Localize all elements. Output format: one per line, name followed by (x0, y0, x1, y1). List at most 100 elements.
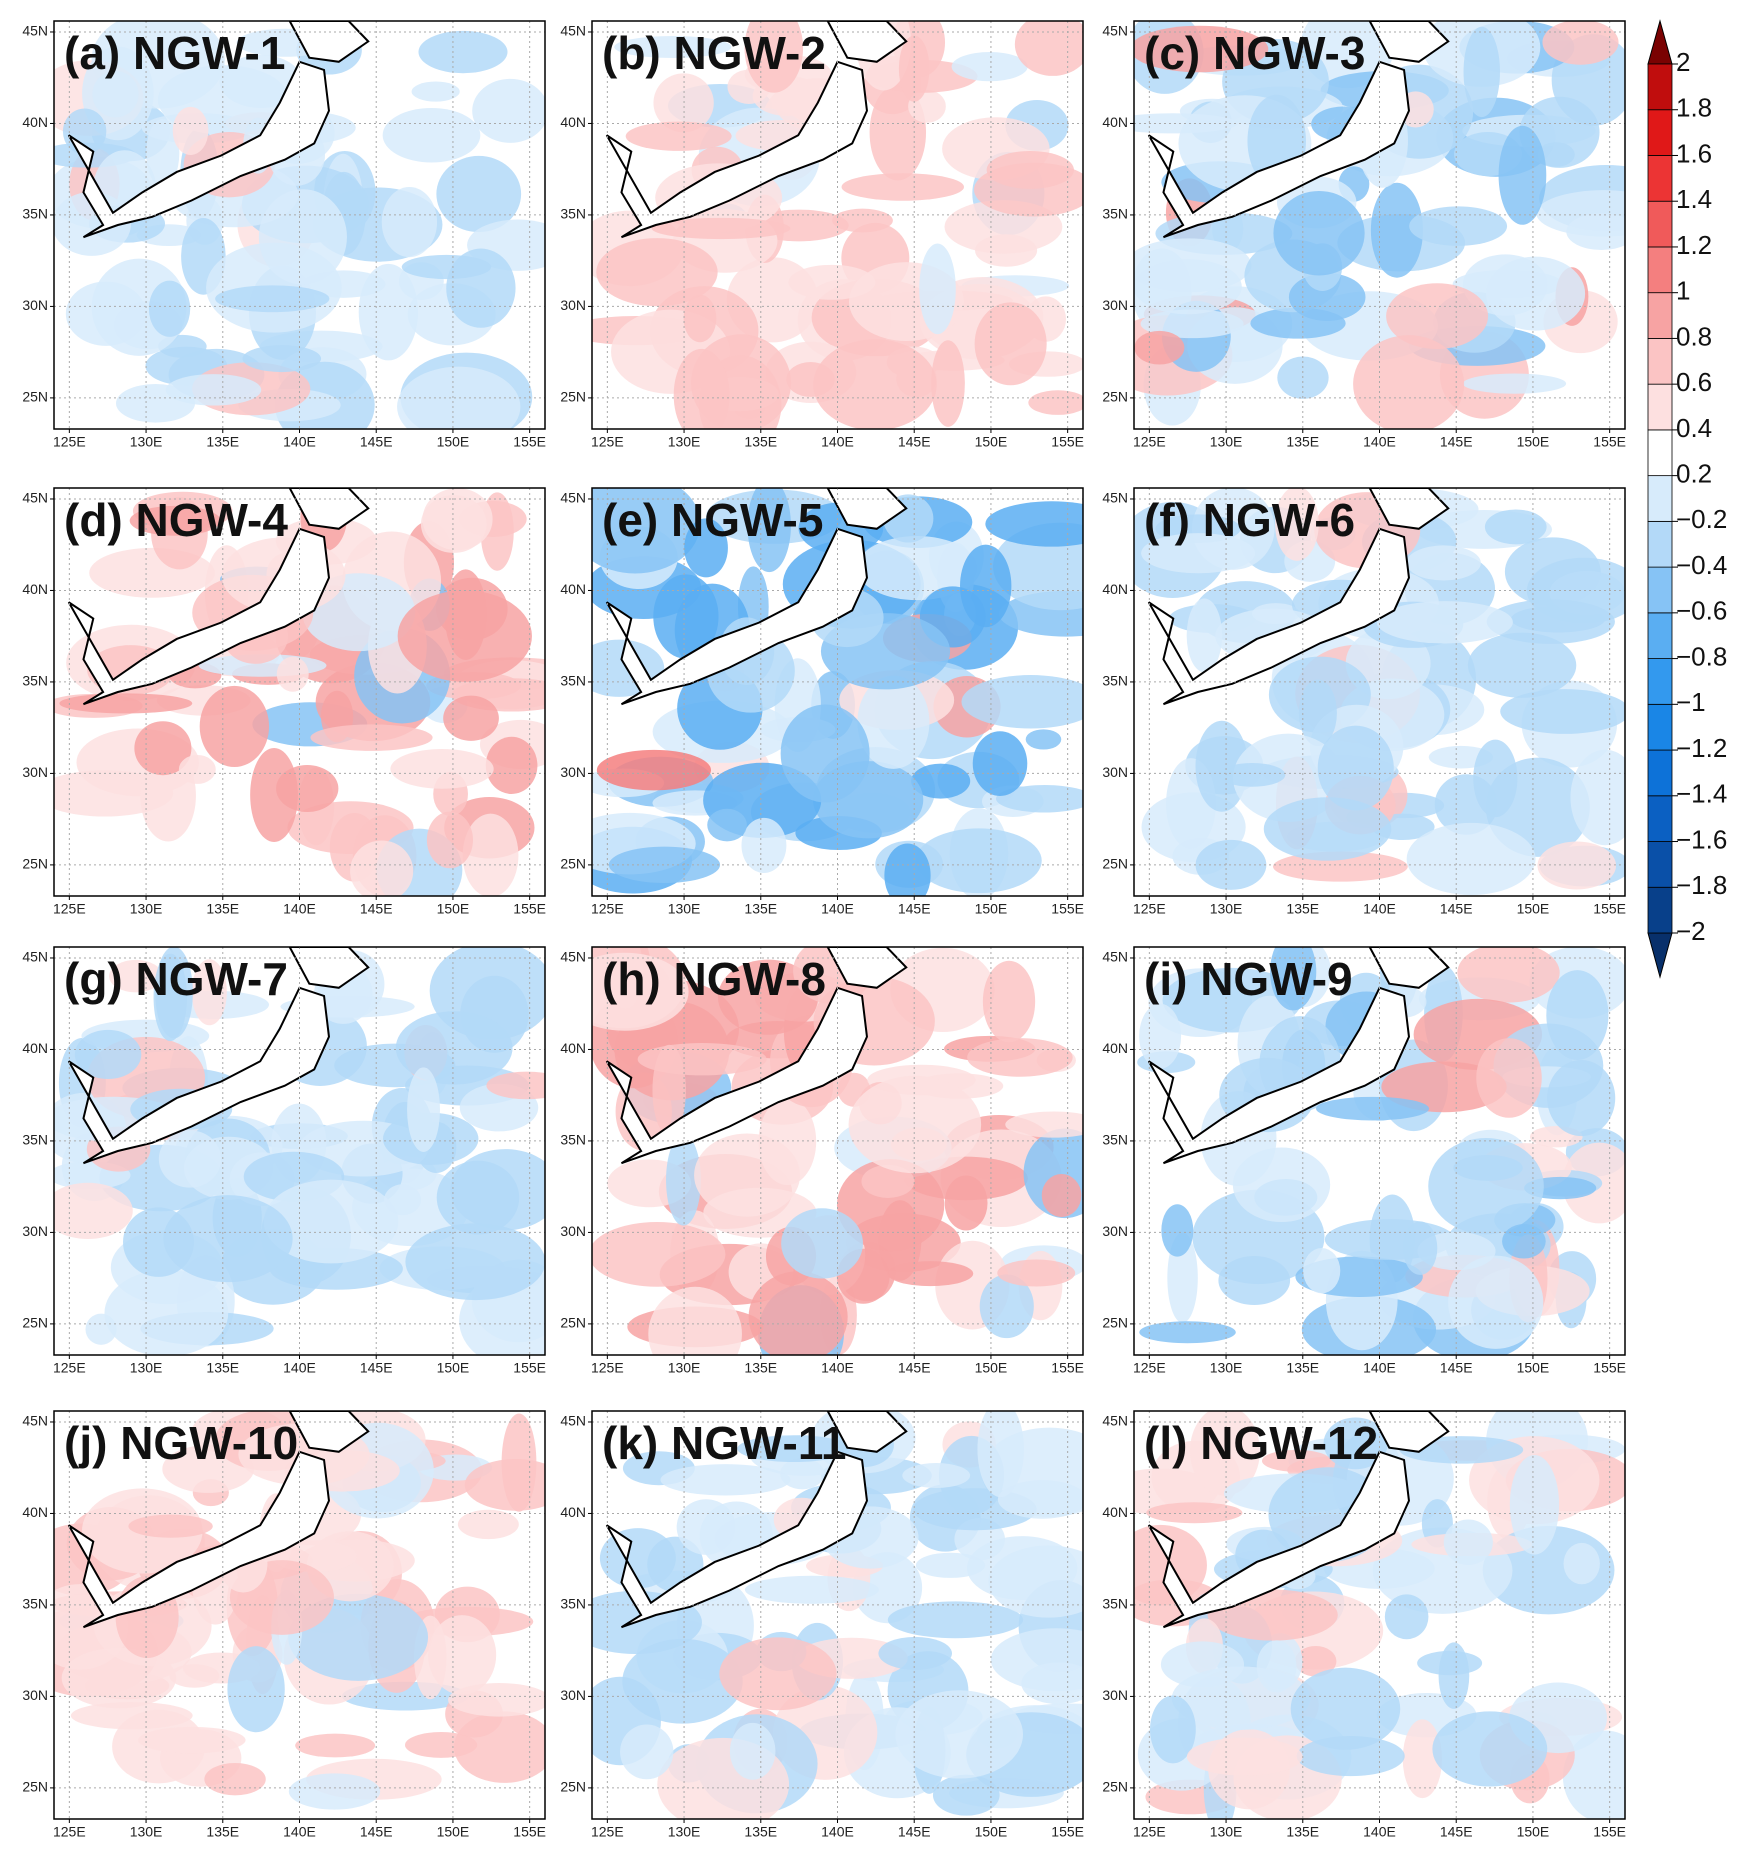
field-blob (54, 1182, 133, 1240)
lon-tick-label: 125E (591, 901, 624, 917)
colorbar-label: 0.6 (1676, 367, 1712, 397)
field-blob (972, 731, 1028, 796)
coastline (605, 60, 868, 239)
lon-tick-label: 145E (1440, 1824, 1473, 1840)
coastline (605, 1450, 868, 1629)
colorbar-label: 1.4 (1676, 184, 1712, 214)
map-panel: 125E 130E 135E 140E 145E 150E 155E 25N 30N 35N 40N… (1102, 20, 1626, 450)
field-blob (666, 1134, 701, 1226)
map-panel: 125E 130E 135E 140E 145E 150E 155E 25N 30N 35N 40N… (1102, 946, 1626, 1376)
field-blob (1432, 1711, 1548, 1787)
field-blob (592, 1222, 726, 1287)
field-blob (1189, 1411, 1260, 1496)
lon-tick-label: 145E (898, 901, 931, 917)
field-blob (436, 155, 522, 233)
lon-tick-label: 130E (130, 1824, 163, 1840)
lat-tick-label: 35N (22, 1132, 48, 1148)
lon-tick-label: 145E (898, 1824, 931, 1840)
lat-tick-label: 40N (22, 581, 48, 597)
colorbar-segment (1647, 612, 1673, 659)
lon-tick-label: 140E (283, 901, 316, 917)
panel-label: (i) NGW-9 (1144, 953, 1353, 1005)
panel-label: (g) NGW-7 (64, 953, 288, 1005)
field-blob (428, 1615, 497, 1695)
field-blob (486, 1071, 545, 1100)
field-blob (1498, 125, 1547, 225)
coastline (826, 488, 908, 530)
lon-tick-label: 125E (53, 434, 86, 450)
lon-tick-label: 130E (1210, 901, 1243, 917)
colorbar-label: 2 (1676, 47, 1690, 77)
field-blob (1476, 1038, 1542, 1118)
field-blob (1409, 206, 1508, 246)
map-panel: 125E 130E 135E 140E 145E 150E 155E 25N 30N 35N 40N… (560, 487, 1084, 917)
map-panel: 125E 130E 135E 140E 145E 150E 155E 25N 30N 35N 40N… (560, 946, 1084, 1376)
lon-tick-label: 150E (975, 901, 1008, 917)
lat-tick-label: 25N (1102, 389, 1128, 405)
lat-tick-label: 35N (560, 1596, 586, 1612)
field-blob (997, 1259, 1076, 1287)
field-blob (1263, 797, 1392, 861)
colorbar-segment (1647, 246, 1673, 294)
field-blob (310, 724, 433, 751)
field-blob (390, 749, 494, 789)
field-blob (932, 1774, 1000, 1816)
field-blob (1161, 1204, 1194, 1257)
field-blob (898, 35, 930, 102)
lat-tick-label: 25N (560, 389, 586, 405)
lat-tick-label: 35N (22, 673, 48, 689)
field-blob (191, 959, 227, 1026)
colorbar-segment (1647, 200, 1673, 248)
lon-tick-label: 145E (898, 434, 931, 450)
lon-tick-label: 145E (360, 1360, 393, 1376)
field-blob (276, 656, 309, 692)
lon-tick-label: 145E (898, 1360, 931, 1376)
map-panel: 125E 130E 135E 140E 145E 150E 155E 25N 30N 35N 40N… (1102, 1410, 1626, 1840)
lat-tick-label: 45N (1102, 1413, 1128, 1429)
field-blob (622, 1638, 743, 1724)
lon-tick-label: 145E (360, 434, 393, 450)
lon-tick-label: 145E (360, 1824, 393, 1840)
field-blob (1316, 1096, 1430, 1121)
field-blob (1386, 283, 1489, 350)
colorbar-label: 0.8 (1676, 321, 1712, 351)
field-blob (919, 243, 956, 335)
field-blob (780, 704, 870, 803)
field-blob (397, 366, 521, 429)
colorbar-label: −1 (1676, 687, 1706, 717)
field-blob (813, 339, 937, 429)
lon-tick-label: 150E (1517, 1824, 1550, 1840)
coastline (605, 986, 868, 1165)
panel-label: (a) NGW-1 (64, 27, 285, 79)
colorbar-segment (1647, 520, 1673, 568)
field-blob (1139, 1003, 1182, 1069)
lon-tick-label: 125E (53, 901, 86, 917)
lat-tick-label: 35N (22, 1596, 48, 1612)
field-blob (707, 808, 747, 842)
field-blob (719, 1637, 837, 1711)
colorbar-segment (1647, 566, 1673, 614)
colorbar-label: −0.8 (1676, 641, 1727, 671)
field-blob (1041, 1174, 1082, 1218)
lat-tick-label: 45N (560, 949, 586, 965)
lon-tick-label: 140E (283, 434, 316, 450)
colorbar-segment (1647, 383, 1673, 431)
field-blob (1406, 822, 1536, 896)
field-blob (1428, 1138, 1544, 1235)
lon-tick-label: 140E (821, 434, 854, 450)
field-blob (1290, 1667, 1401, 1750)
field-blob (1014, 21, 1083, 76)
field-blob (1502, 1224, 1546, 1259)
field-blob (1288, 273, 1366, 321)
field-blob (407, 1067, 440, 1153)
field-blob (614, 36, 732, 58)
field-blob (673, 348, 730, 429)
lat-tick-label: 35N (560, 673, 586, 689)
lon-tick-label: 140E (1363, 1360, 1396, 1376)
field-blob (1272, 851, 1408, 882)
lat-tick-label: 35N (560, 1132, 586, 1148)
coastline (1368, 21, 1450, 63)
field-blob (884, 843, 931, 896)
field-blob (951, 51, 1028, 82)
field-blob (165, 374, 262, 406)
